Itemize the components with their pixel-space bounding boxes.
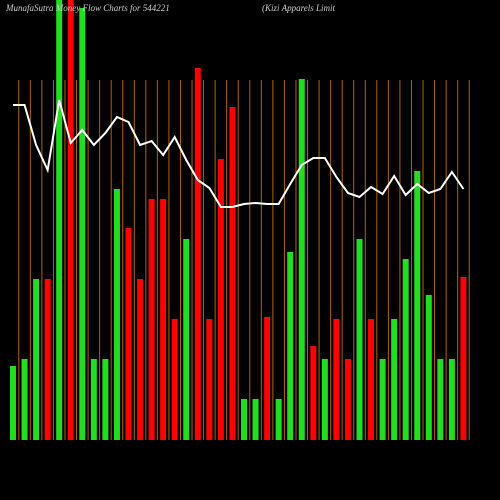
bar	[113, 189, 120, 440]
bar	[356, 239, 363, 440]
bar	[171, 319, 178, 440]
bar	[90, 359, 97, 440]
bar	[125, 228, 132, 440]
chart-title: MunafaSutra Money Flow Charts for 544221	[5, 3, 170, 13]
bar	[344, 359, 351, 440]
bar	[321, 359, 328, 440]
bar	[160, 199, 167, 440]
bar	[391, 319, 398, 440]
flow-line	[13, 99, 465, 208]
bar	[425, 295, 432, 440]
bar	[310, 346, 317, 440]
bar	[79, 8, 86, 440]
bar	[21, 359, 28, 440]
bar	[102, 359, 109, 440]
bar	[379, 359, 386, 440]
bar	[298, 79, 305, 440]
bar	[56, 0, 63, 440]
bar	[229, 107, 236, 440]
bar	[368, 319, 375, 440]
bar	[183, 239, 190, 440]
bar	[44, 279, 51, 440]
bar	[275, 399, 282, 440]
bar	[206, 319, 213, 440]
bar	[437, 359, 444, 440]
bar	[33, 279, 40, 440]
bar	[333, 319, 340, 440]
chart-subtitle: (Kizi Apparels Limit	[262, 3, 336, 13]
bar	[10, 366, 16, 440]
bar	[67, 0, 74, 440]
bar	[448, 359, 455, 440]
bar	[194, 68, 201, 440]
bar	[241, 399, 247, 440]
bar	[217, 159, 224, 440]
bar	[287, 252, 294, 440]
bar	[137, 279, 144, 440]
bar	[460, 277, 467, 440]
bar	[402, 259, 409, 440]
bar	[414, 171, 421, 440]
bar	[148, 199, 155, 440]
bar	[252, 399, 259, 440]
bar	[264, 317, 271, 440]
